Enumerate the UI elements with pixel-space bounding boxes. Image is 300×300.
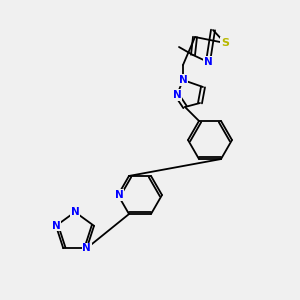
Text: S: S bbox=[221, 38, 229, 48]
Text: N: N bbox=[178, 75, 188, 85]
Text: N: N bbox=[52, 221, 60, 231]
Text: N: N bbox=[115, 190, 123, 200]
Text: N: N bbox=[82, 243, 91, 253]
Text: N: N bbox=[70, 207, 80, 217]
Text: N: N bbox=[204, 57, 212, 67]
Text: N: N bbox=[172, 90, 182, 100]
